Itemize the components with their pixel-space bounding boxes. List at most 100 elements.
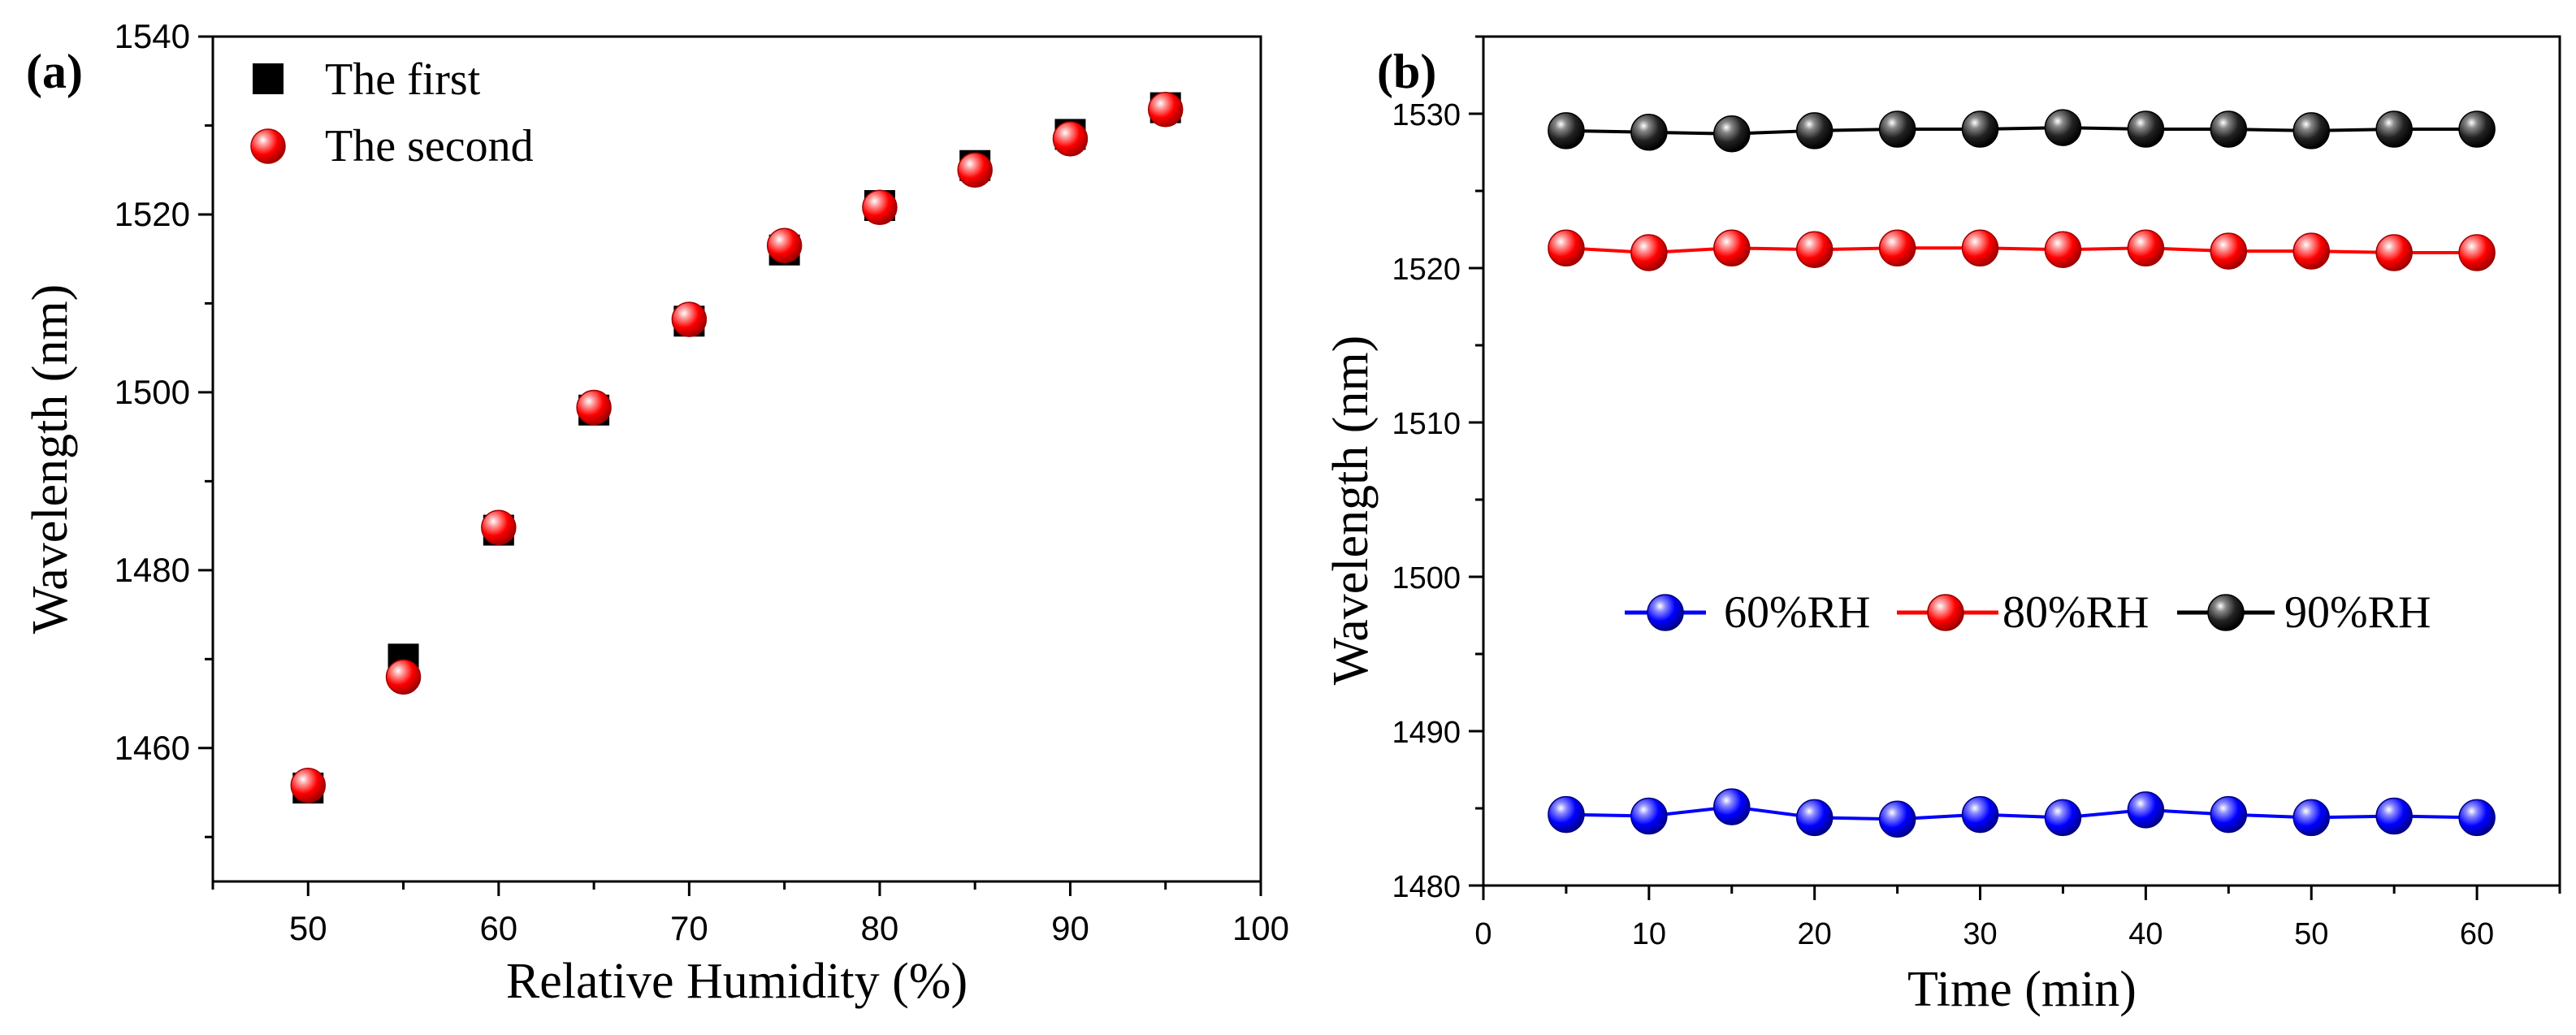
series-point (1795, 799, 1834, 837)
point-circle (481, 509, 517, 546)
y-tick-label: 1500 (1392, 561, 1461, 595)
x-tick-label: 40 (2128, 917, 2163, 951)
y-axis-label-b: Wavelength (nm) (1323, 336, 1379, 686)
series-point (1548, 112, 1585, 149)
legend-marker-circle (250, 128, 286, 164)
legend-marker-square (253, 63, 284, 94)
series-point (1961, 110, 1999, 148)
series-point (2375, 234, 2413, 271)
panel-a: 50 60 70 80 90 100 1460 1480 1500 1520 1540 (a) R… (23, 17, 1289, 1009)
legend-marker-80rh (1927, 594, 1964, 631)
x-tick-label: 20 (1798, 917, 1832, 951)
series-point (1713, 788, 1751, 825)
panel-label-b: (b) (1377, 45, 1436, 98)
x-tick-label: 90 (1051, 909, 1089, 947)
series-point (1713, 229, 1751, 267)
y-tick-label: 1480 (1392, 870, 1461, 904)
y-ticks-a: 1460 1480 1500 1520 1540 (115, 17, 213, 838)
y-tick-label: 1460 (115, 729, 190, 767)
series-point (1878, 800, 1916, 838)
point-circle (766, 227, 803, 264)
series-point (2044, 799, 2082, 837)
y-tick-label: 1540 (115, 17, 190, 55)
x-tick-label: 80 (861, 909, 899, 947)
x-axis-label-a: Relative Humidity (%) (506, 954, 968, 1009)
y-tick-label: 1490 (1392, 716, 1461, 750)
series-line (1565, 805, 2478, 821)
series-point (1630, 797, 1668, 835)
series-point (2458, 799, 2496, 837)
series-point (2044, 231, 2082, 268)
series-point (2127, 791, 2165, 829)
series-point (1878, 229, 1916, 267)
x-tick-label: 0 (1474, 917, 1491, 951)
x-ticks-b: 0 10 20 30 40 50 60 (1474, 886, 2561, 951)
point-circle (576, 389, 612, 426)
plot-frame-b (1482, 35, 2561, 887)
x-tick-label: 100 (1232, 909, 1289, 947)
legend-label-90rh: 90%RH (2284, 587, 2431, 638)
series-point (2292, 799, 2330, 837)
series-point (2210, 232, 2248, 270)
series-point (1548, 795, 1585, 834)
x-tick-label: 50 (2294, 917, 2328, 951)
series-point (2375, 797, 2413, 835)
x-tick-label: 50 (289, 909, 327, 947)
data-marks-b (1548, 109, 2496, 838)
series-point (2458, 110, 2496, 148)
series-point (2127, 110, 2165, 148)
series-point (1630, 114, 1668, 151)
series-point (1961, 229, 1999, 267)
y-ticks-b: 1480 1490 1500 1510 1520 1530 (1392, 35, 1483, 904)
point-circle (862, 189, 898, 225)
x-tick-label: 70 (670, 909, 708, 947)
panel-label-a: (a) (26, 45, 83, 98)
y-axis-label-a: Wavelength (nm) (23, 284, 78, 634)
legend-marker-90rh (2207, 594, 2245, 631)
y-tick-label: 1510 (1392, 407, 1461, 441)
series-point (2210, 795, 2248, 834)
legend-label-80rh: 80%RH (2002, 587, 2149, 638)
series-point (2375, 110, 2413, 148)
plot-frame-a (211, 35, 1262, 883)
legend-marker-60rh (1647, 594, 1684, 631)
legend-label-60rh: 60%RH (1724, 587, 1870, 638)
series-line (1565, 246, 2478, 255)
x-axis-label-b: Time (min) (1907, 962, 2137, 1017)
series-line (1565, 126, 2478, 136)
series-point (1961, 795, 1999, 834)
y-tick-label: 1520 (115, 195, 190, 233)
point-circle (957, 152, 993, 188)
x-tick-label: 60 (2460, 917, 2494, 951)
legend-b: 60%RH 80%RH 90%RH (1625, 587, 2431, 638)
series-point (2127, 229, 2165, 267)
point-circle (671, 301, 708, 337)
point-circle (290, 768, 327, 803)
series-point (1795, 112, 1834, 149)
series-point (1713, 115, 1751, 153)
x-tick-label: 60 (479, 909, 517, 947)
y-tick-label: 1520 (1392, 253, 1461, 287)
point-circle (1147, 92, 1184, 128)
series-point (1795, 231, 1834, 268)
y-tick-label: 1530 (1392, 98, 1461, 132)
series-point (1548, 229, 1585, 267)
point-circle (1052, 121, 1089, 157)
data-marks-a (290, 92, 1184, 804)
series-point (1878, 110, 1916, 148)
x-ticks-a: 50 60 70 80 90 100 (211, 881, 1289, 947)
point-circle (385, 659, 422, 695)
series-point (2292, 112, 2330, 149)
panel-b: 0 10 20 30 40 50 60 1480 1490 1500 1510 1520 1530 (… (1323, 35, 2561, 1017)
legend-label-the-first: The first (325, 54, 481, 105)
series-point (2292, 232, 2330, 270)
y-tick-label: 1480 (115, 551, 190, 589)
x-tick-label: 30 (1963, 917, 1997, 951)
legend-label-the-second: The second (325, 121, 534, 171)
series-point (2458, 234, 2496, 271)
series-point (2210, 110, 2248, 148)
series-point (2044, 109, 2082, 146)
y-tick-label: 1500 (115, 373, 190, 411)
series-point (1630, 234, 1668, 271)
